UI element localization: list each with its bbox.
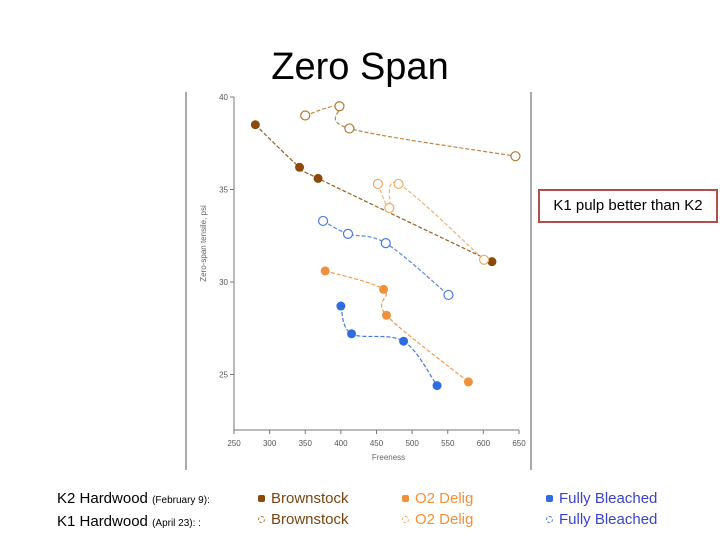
x-tick-label: 250 [227, 439, 241, 448]
x-tick-label: 400 [334, 439, 348, 448]
data-point [347, 329, 357, 339]
y-tick-label: 35 [219, 186, 228, 195]
data-point [399, 336, 409, 346]
chart-title: Zero Span [271, 46, 449, 88]
filled-marker-icon [546, 495, 553, 502]
data-point [393, 178, 404, 190]
filled-marker-icon [402, 495, 409, 502]
legend-label: O2 Delig [415, 490, 474, 507]
y-tick-label: 40 [219, 93, 228, 102]
data-point [300, 110, 311, 121]
data-point [432, 381, 442, 391]
data-point [510, 151, 521, 162]
data-points [250, 101, 521, 391]
data-point [384, 202, 395, 214]
legend-o2-delig: O2 Delig O2 Delig [402, 488, 473, 530]
data-point [334, 101, 345, 112]
data-point [344, 123, 355, 134]
trend-curve [322, 220, 449, 296]
data-point [381, 310, 391, 320]
legend-o2-filled: O2 Delig [402, 488, 473, 509]
legend-bleached-open: Fully Bleached [546, 509, 657, 530]
trend-curve [377, 181, 485, 261]
data-point [443, 289, 454, 301]
x-tick-label: 650 [512, 439, 526, 448]
legend-brownstock: Brownstock Brownstock [258, 488, 349, 530]
x-axis-label: Freeness [372, 453, 405, 462]
filled-marker-icon [258, 495, 265, 502]
data-point [295, 162, 305, 172]
open-marker-icon [546, 516, 553, 523]
legend-label: Fully Bleached [559, 490, 658, 507]
x-tick-label: 300 [263, 439, 277, 448]
data-point [320, 266, 330, 276]
legend-label: Brownstock [271, 490, 349, 507]
data-point [372, 178, 384, 190]
y-tick-label: 25 [219, 371, 228, 380]
legend-brownstock-open: Brownstock [258, 509, 349, 530]
trend-curve [254, 124, 493, 263]
open-marker-icon [402, 516, 409, 523]
data-point [487, 257, 497, 267]
x-tick-label: 500 [405, 439, 419, 448]
data-point [317, 215, 329, 227]
legend-label: Brownstock [271, 511, 349, 528]
x-tick-label: 350 [299, 439, 313, 448]
annotation-callout: K1 pulp better than K2 [538, 189, 718, 223]
trend-curve [325, 270, 469, 383]
legend-row-labels: K2 Hardwood (February 9): K1 Hardwood (A… [57, 488, 210, 534]
legend-fully-bleached: Fully Bleached Fully Bleached [546, 488, 657, 530]
data-point [313, 173, 323, 183]
legend-label: O2 Delig [415, 511, 474, 528]
open-marker-icon [258, 516, 265, 523]
y-tick-label: 30 [219, 278, 228, 287]
legend-label: Fully Bleached [559, 511, 658, 528]
legend-row-k1: K1 Hardwood (April 23): : [57, 511, 210, 534]
legend-row-k2: K2 Hardwood (February 9): [57, 488, 210, 511]
data-point [380, 238, 391, 249]
axes: 250 300 350 400 450 500 550 600 650 25 30 35 40 Freen… [185, 92, 532, 470]
trend-curves [254, 105, 516, 386]
data-point [342, 228, 354, 239]
legend-row-k1-label: K1 Hardwood [57, 513, 148, 530]
trend-curve [305, 105, 516, 157]
legend-row-k2-label: K2 Hardwood [57, 490, 148, 507]
x-tick-label: 450 [370, 439, 384, 448]
data-point [250, 120, 260, 130]
data-point [478, 254, 490, 265]
legend-o2-open: O2 Delig [402, 509, 473, 530]
legend-bleached-filled: Fully Bleached [546, 488, 657, 509]
data-point [463, 377, 473, 387]
x-tick-label: 550 [441, 439, 455, 448]
legend-row-k1-date: (April 23): : [152, 518, 201, 529]
trend-curve [340, 305, 438, 386]
y-axis-label: Zero-span tensile, psi [199, 205, 208, 282]
data-point [379, 284, 389, 294]
legend-row-k2-date: (February 9): [152, 495, 210, 506]
x-tick-label: 600 [477, 439, 491, 448]
data-point [336, 301, 346, 311]
legend-brownstock-filled: Brownstock [258, 488, 349, 509]
